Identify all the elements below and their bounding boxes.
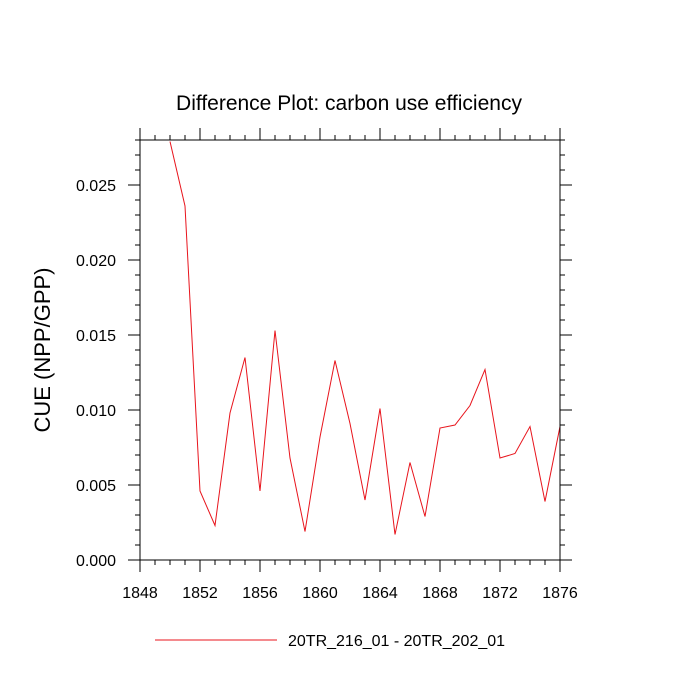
x-tick-label: 1856 [242,585,278,602]
y-tick-label: 0.025 [76,178,116,195]
x-tick-label: 1868 [422,585,458,602]
x-tick-label: 1848 [122,585,158,602]
y-tick-label: 0.000 [76,553,116,570]
y-axis-label: CUE (NPP/GPP) [30,267,55,432]
legend: 20TR_216_01 - 20TR_202_01 [155,633,505,650]
x-tick-label: 1860 [302,585,338,602]
chart-title: Difference Plot: carbon use efficiency [176,92,522,115]
x-tick-label: 1864 [362,585,398,602]
series-line [169,141,561,535]
legend-label: 20TR_216_01 - 20TR_202_01 [288,633,505,650]
x-tick-label: 1852 [182,585,218,602]
axis-ticks: 1848 1852 1856 1860 1864 1868 1872 1876 0.000 0.0… [76,128,578,602]
x-tick-label: 1872 [482,585,518,602]
y-tick-label: 0.005 [76,478,116,495]
y-tick-label: 0.020 [76,253,116,270]
series-layer [169,141,561,535]
y-tick-label: 0.010 [76,403,116,420]
plot-frame [139,139,561,561]
y-tick-label: 0.015 [76,328,116,345]
x-tick-label: 1876 [542,585,578,602]
